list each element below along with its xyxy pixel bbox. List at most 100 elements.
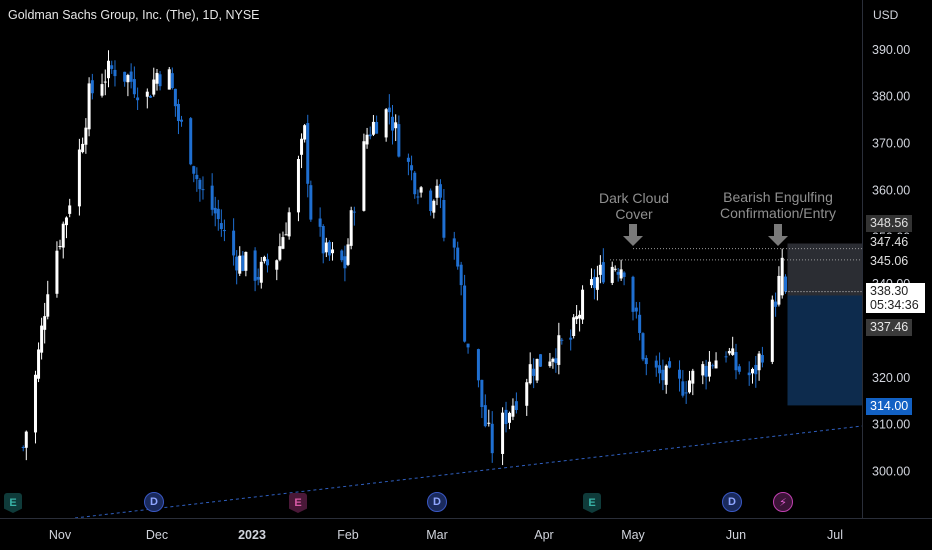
candle-body — [37, 349, 41, 379]
candle-body — [149, 96, 153, 98]
candle-body — [704, 365, 708, 377]
candle-body — [754, 364, 758, 375]
dividend-event-icon[interactable]: D — [427, 492, 447, 512]
candle-body — [24, 431, 28, 448]
candle-body — [419, 187, 423, 193]
candle-body — [780, 257, 784, 296]
time-axis-tick: Nov — [49, 528, 72, 542]
candle-body — [664, 365, 668, 385]
candle-body — [532, 368, 536, 376]
candle-body — [303, 125, 307, 140]
candle-body — [232, 230, 236, 256]
earnings-event-icon[interactable]: E — [289, 493, 307, 513]
candle-body — [198, 179, 202, 190]
candle-body — [77, 149, 81, 207]
price-axis-separator — [862, 0, 863, 518]
price-axis-tick: 370.00 — [872, 137, 910, 151]
candle-body — [145, 91, 149, 97]
dark-cloud-label-line1: Dark Cloud — [598, 190, 670, 206]
candle-body — [107, 60, 110, 79]
candle-body — [244, 251, 248, 271]
candle-body — [210, 185, 214, 210]
earnings-event-icon[interactable]: E — [583, 493, 601, 513]
currency-label[interactable]: USD — [873, 8, 899, 22]
candle-body — [235, 256, 239, 271]
candle-body — [410, 165, 414, 171]
candle-body — [459, 264, 463, 286]
candle-body — [278, 246, 282, 260]
time-axis-separator — [0, 518, 932, 519]
bearish-engulfing-annotation[interactable]: Bearish Engulfing Confirmation/Entry — [708, 189, 848, 221]
candle-body — [371, 121, 375, 135]
candle-body — [634, 307, 638, 312]
support-trendline — [74, 425, 863, 519]
candle-body — [103, 81, 107, 83]
candle-body — [68, 205, 72, 214]
candle-body — [87, 83, 91, 130]
candle-body — [661, 369, 665, 381]
candle-body — [644, 357, 648, 365]
candle-body — [557, 335, 561, 365]
candle-body — [309, 185, 313, 220]
candle-body — [413, 172, 417, 195]
candle-body — [589, 279, 593, 286]
candle-body — [578, 314, 582, 319]
candle-body — [253, 250, 257, 281]
time-axis-tick: May — [621, 528, 645, 542]
dark-cloud-label-line2: Cover — [615, 206, 653, 222]
candle-body — [296, 159, 300, 213]
candle-body — [349, 210, 353, 246]
candle-body — [514, 401, 518, 410]
candle-body — [610, 266, 614, 283]
candle-body — [216, 208, 220, 220]
symbol-title[interactable]: Goldman Sachs Group, Inc. (The), 1D, NYS… — [8, 8, 260, 22]
candle-body — [724, 356, 728, 358]
candle-body — [58, 246, 62, 248]
candle-body — [416, 196, 420, 198]
candle-body — [751, 368, 754, 374]
candle-body — [192, 166, 196, 174]
candle-body — [55, 250, 59, 294]
dividend-event-icon[interactable]: D — [722, 492, 742, 512]
candle-body — [572, 317, 576, 336]
candle-body — [201, 189, 205, 191]
candle-body — [560, 339, 564, 341]
countdown-timer: 05:34:36 — [870, 298, 919, 312]
candle-body — [365, 134, 369, 145]
candle-body — [490, 423, 494, 454]
candle-body — [213, 207, 217, 214]
candle-body — [601, 262, 605, 283]
candle-body — [331, 249, 335, 254]
candle-body — [324, 242, 328, 253]
candle-body — [554, 358, 558, 364]
candle-body — [483, 405, 487, 427]
dividend-event-icon[interactable]: D — [144, 492, 164, 512]
candle-body — [167, 69, 171, 90]
candle-body — [452, 238, 456, 248]
last-price-label: 338.30 05:34:36 — [866, 283, 925, 313]
bearish-high-price-label: 347.46 — [866, 234, 913, 251]
candle-body — [384, 109, 388, 138]
last-price-value: 338.30 — [870, 284, 909, 298]
candle-body — [466, 343, 470, 348]
profit-target-zone — [787, 295, 862, 406]
entry-price-label: 337.46 — [866, 319, 913, 336]
candle-body — [100, 84, 104, 96]
candle-body — [259, 261, 263, 283]
candle-body — [21, 447, 25, 449]
candle-body — [511, 405, 515, 417]
candle-body — [262, 256, 266, 262]
candle-body — [340, 250, 344, 261]
candle-body — [170, 73, 174, 89]
candle-body — [654, 360, 658, 368]
earnings-event-icon[interactable]: E — [4, 493, 22, 513]
candle-body — [598, 264, 602, 275]
candle-body — [158, 74, 162, 87]
split-event-icon[interactable]: ⚡ — [773, 492, 793, 512]
candle-body — [352, 211, 356, 213]
candle-body — [306, 123, 310, 184]
dark-cloud-annotation[interactable]: Dark Cloud Cover — [584, 190, 684, 222]
dark-cloud-high-price-label: 345.06 — [866, 253, 913, 270]
candle-body — [327, 241, 331, 256]
